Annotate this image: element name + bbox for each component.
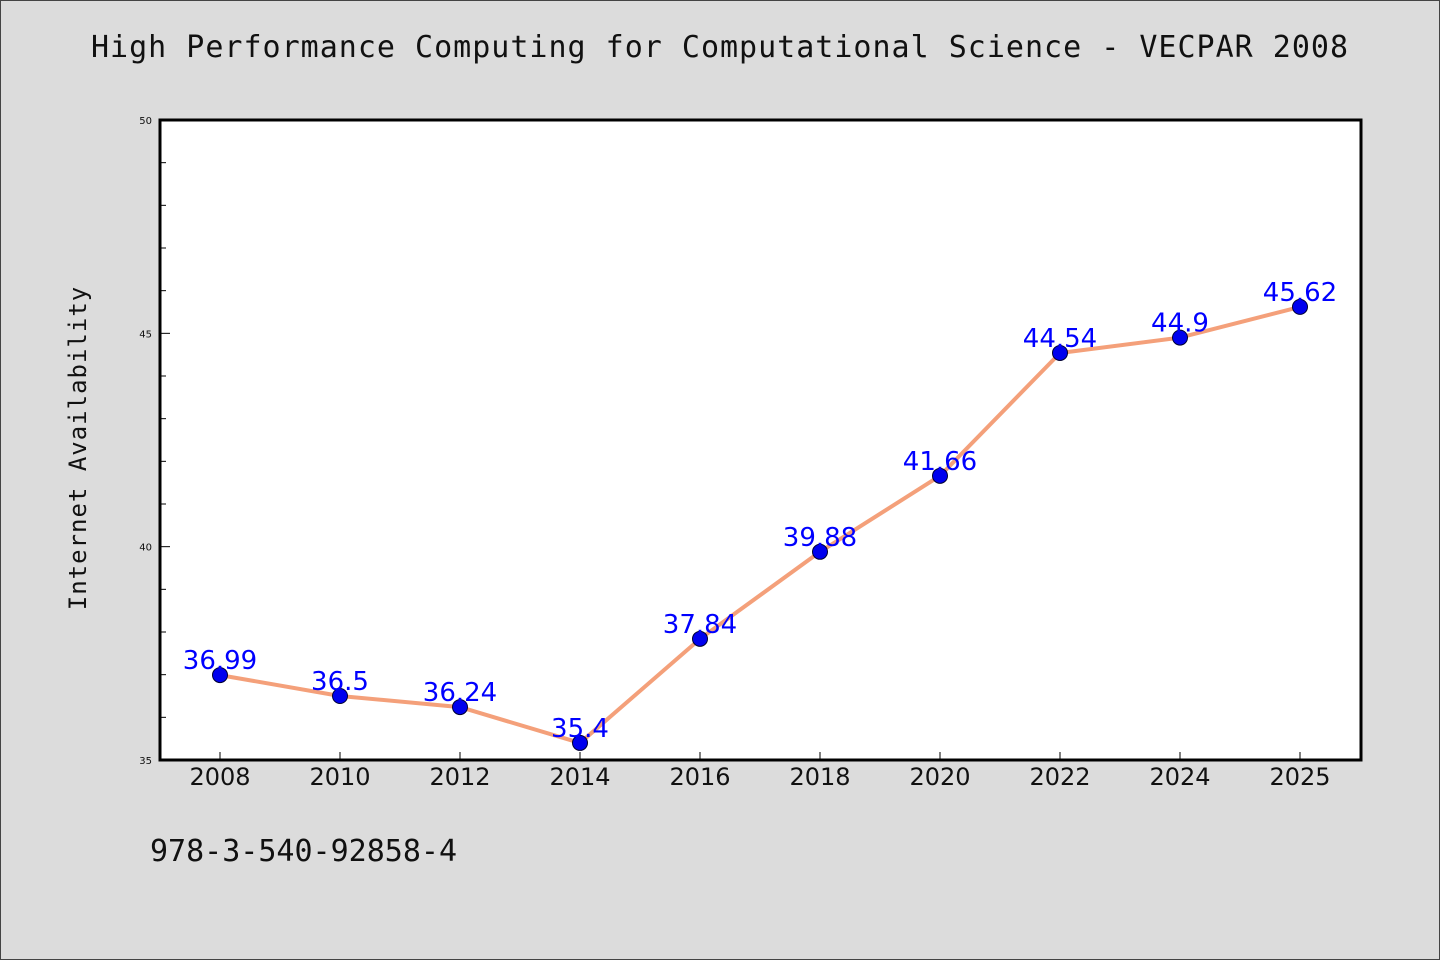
y-tick-label: 50 xyxy=(139,116,152,127)
data-point xyxy=(692,630,708,647)
x-tick-label: 2018 xyxy=(789,763,850,791)
data-point xyxy=(812,543,828,560)
y-tick-label: 40 xyxy=(139,543,152,554)
x-axis: 2008 2010 2012 2014 2016 2018 2020 2022 2024 2025 xyxy=(189,752,1331,791)
data-point xyxy=(932,467,948,484)
data-point xyxy=(332,688,348,704)
data-label: 37.84 xyxy=(663,610,737,640)
chart-title: High Performance Computing for Computati… xyxy=(90,30,1350,65)
data-point xyxy=(1172,329,1188,346)
plot-area xyxy=(158,118,1363,762)
data-label: 35.4 xyxy=(551,714,609,744)
isbn-text: 978-3-540-92858-4 xyxy=(150,834,458,869)
data-label: 39.88 xyxy=(783,523,857,553)
x-tick-label: 2020 xyxy=(909,763,970,791)
data-point xyxy=(452,699,468,716)
data-point xyxy=(1292,298,1308,315)
y-axis: 35 40 45 50 xyxy=(139,116,170,767)
data-label: 44.54 xyxy=(1023,324,1097,354)
series-group: 36.99 36.5 36.24 35.4 37.84 39.88 41.66 44.54 44… xyxy=(183,278,1337,751)
x-tick-label: 2022 xyxy=(1029,763,1090,791)
x-tick-label: 2014 xyxy=(549,763,610,791)
x-tick-label: 2024 xyxy=(1149,763,1210,791)
data-label: 41.66 xyxy=(903,447,977,477)
data-label: 45.62 xyxy=(1263,278,1337,308)
series-line xyxy=(219,304,1301,745)
data-point xyxy=(212,667,228,684)
data-label: 44.9 xyxy=(1151,309,1209,339)
x-tick-label: 2008 xyxy=(189,763,250,791)
y-axis-title: Internet Availability xyxy=(64,286,92,610)
x-tick-label: 2025 xyxy=(1269,763,1330,791)
y-tick-label: 35 xyxy=(139,756,152,767)
x-tick-label: 2012 xyxy=(429,763,490,791)
data-label: 36.99 xyxy=(183,646,257,676)
y-tick-label: 45 xyxy=(139,329,152,340)
data-label: 36.5 xyxy=(311,667,369,697)
data-point xyxy=(1052,344,1068,361)
data-point xyxy=(572,734,588,751)
data-label: 36.24 xyxy=(423,678,497,708)
x-tick-label: 2010 xyxy=(309,763,370,791)
x-tick-label: 2016 xyxy=(669,763,730,791)
